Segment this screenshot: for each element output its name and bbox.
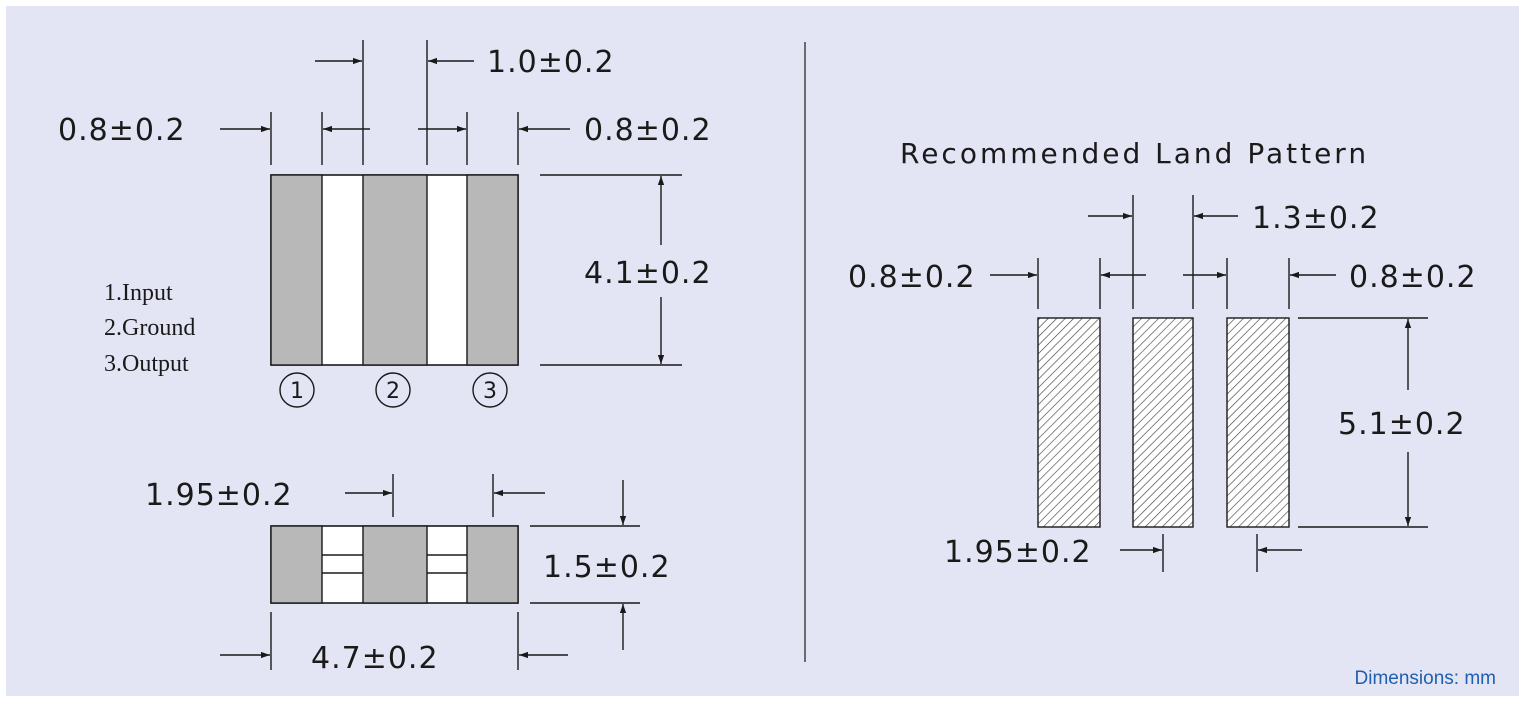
dim-length-label: 4.7±0.2 — [311, 641, 439, 676]
dim-land-pitch-label: 1.95±0.2 — [944, 535, 1092, 570]
pin-legend: 1.Input 2.Ground 3.Output — [104, 280, 195, 377]
electrode-right-dimension: 0.8±0.2 — [418, 113, 712, 148]
pin-numbers: 1 2 3 — [279, 372, 508, 408]
side-electrode-1 — [270, 525, 323, 604]
dim-land-pad-right-label: 0.8±0.2 — [1349, 260, 1477, 295]
electrode-1 — [270, 174, 323, 366]
electrode-left-dimension: 0.8±0.2 — [58, 113, 370, 148]
dim-land-pad-left-label: 0.8±0.2 — [848, 260, 976, 295]
pin-number-3: 3 — [483, 379, 497, 404]
gap-dimension: 1.0±0.2 — [315, 45, 615, 80]
side-electrode-2 — [362, 525, 428, 604]
dim-pitch-label: 1.95±0.2 — [145, 478, 293, 513]
dim-land-height-label: 5.1±0.2 — [1338, 407, 1466, 442]
land-pad-3 — [1226, 317, 1290, 528]
land-pattern-view: Recommended Land Pattern 1.3±0.2 — [848, 137, 1477, 572]
dim-gap-label: 1.0±0.2 — [487, 45, 615, 80]
dim-electrode-right-label: 0.8±0.2 — [584, 113, 712, 148]
pin-number-1: 1 — [290, 379, 304, 404]
land-pad-left-dimension: 0.8±0.2 — [848, 260, 1146, 295]
length-dimension: 4.7±0.2 — [220, 612, 568, 676]
land-pad-1 — [1037, 317, 1101, 528]
land-pad-2 — [1132, 317, 1194, 528]
land-extension-lines — [1037, 195, 1428, 528]
side-view: 1.95±0.2 1.5±0.2 4.7±0.2 — [145, 474, 671, 676]
pitch-dimension: 1.95±0.2 — [145, 474, 545, 517]
dim-land-gap-label: 1.3±0.2 — [1252, 201, 1380, 236]
legend-pin-2: 2.Ground — [104, 315, 195, 341]
land-gap-dimension: 1.3±0.2 — [1088, 201, 1380, 236]
dim-height-label: 4.1±0.2 — [584, 256, 712, 291]
legend-pin-3: 3.Output — [104, 351, 189, 377]
side-electrode-3 — [466, 525, 519, 604]
dim-thickness-label: 1.5±0.2 — [543, 550, 671, 585]
land-height-dimension: 5.1±0.2 — [1338, 319, 1466, 526]
thickness-dimension: 1.5±0.2 — [530, 480, 671, 650]
top-extension-lines — [270, 40, 682, 366]
top-view: 1.0±0.2 0.8±0.2 0.8±0.2 4.1±0.2 — [58, 40, 712, 408]
height-dimension: 4.1±0.2 — [584, 176, 712, 364]
land-pitch-dimension: 1.95±0.2 — [944, 534, 1302, 572]
legend-pin-1: 1.Input — [104, 280, 173, 306]
land-pad-right-dimension: 0.8±0.2 — [1183, 260, 1477, 295]
electrode-3 — [466, 174, 519, 366]
electrode-2 — [362, 174, 428, 366]
units-note: Dimensions: mm — [1355, 668, 1496, 689]
land-pattern-title: Recommended Land Pattern — [900, 137, 1369, 170]
pin-number-2: 2 — [386, 379, 400, 404]
dim-electrode-left-label: 0.8±0.2 — [58, 113, 186, 148]
